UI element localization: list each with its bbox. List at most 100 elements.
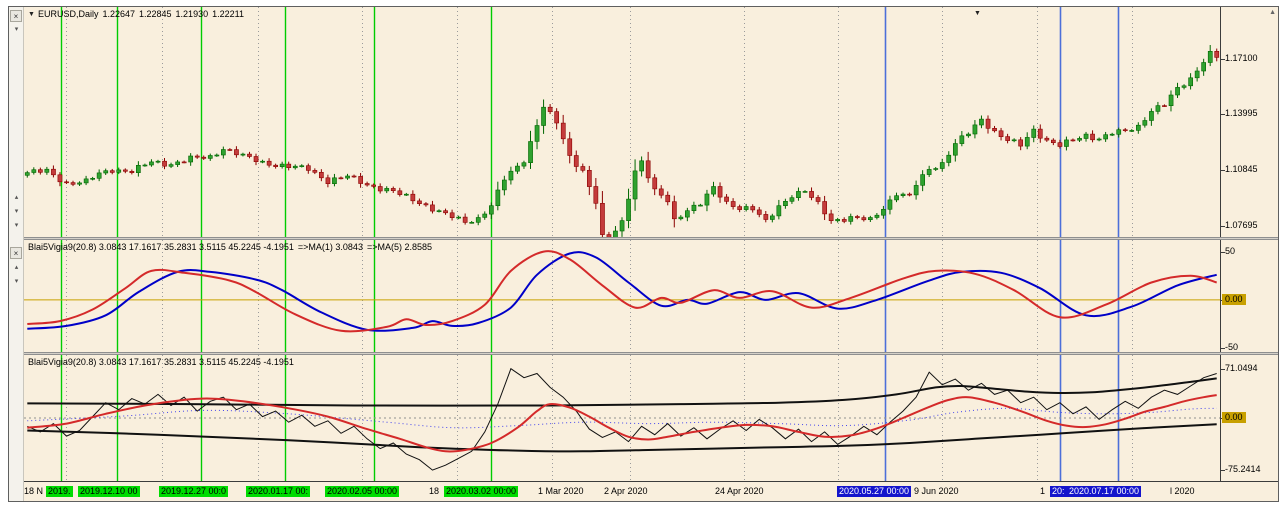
- candle-up: [1024, 137, 1030, 147]
- close-chart-button[interactable]: ×: [10, 10, 22, 22]
- time-marker-label-green: 2020.03.02 00:00: [444, 486, 519, 497]
- candle-up: [475, 217, 481, 223]
- candle-down: [109, 170, 115, 173]
- time-label: 18: [429, 486, 440, 496]
- candle-down: [64, 181, 69, 184]
- candle-up: [1011, 139, 1017, 142]
- candle-down: [410, 193, 416, 202]
- candle-down: [318, 172, 324, 179]
- candle-up: [1129, 130, 1135, 132]
- candle-up: [796, 191, 801, 198]
- candle-up: [972, 124, 978, 135]
- candle-down: [1037, 128, 1043, 139]
- candle-down: [227, 149, 233, 151]
- time-label: 18 N: [24, 486, 44, 496]
- candle-down: [312, 170, 318, 173]
- axis-scroll-up-icon[interactable]: ▲: [1269, 9, 1276, 16]
- candle-up: [920, 174, 925, 186]
- symbol-dropdown-icon[interactable]: ▼: [28, 11, 35, 18]
- candle-down: [351, 175, 357, 178]
- candle-down: [194, 155, 200, 158]
- candle-down: [1162, 105, 1167, 107]
- series-upper-band: [27, 377, 1217, 407]
- panel-separator[interactable]: [24, 352, 1278, 355]
- candle-up: [207, 155, 213, 159]
- candle-down: [1090, 133, 1095, 141]
- candle-up: [1207, 50, 1213, 63]
- candle-up: [136, 165, 141, 174]
- panel-separator[interactable]: [24, 237, 1278, 240]
- candle-down: [606, 234, 612, 237]
- series-lower-band: [27, 423, 1217, 453]
- close-indicator1-button[interactable]: ×: [10, 247, 22, 259]
- candle-up: [1077, 138, 1082, 141]
- axis-tick: [1221, 369, 1225, 370]
- candle-up: [345, 175, 350, 179]
- axis-label: 71.0494: [1225, 363, 1258, 373]
- price-axis[interactable]: ▲ 1.17100 1.13995 1.10845 1.07695: [1220, 7, 1278, 237]
- candle-up: [1155, 105, 1161, 112]
- candle-up: [260, 160, 265, 163]
- candle-down: [645, 160, 651, 179]
- candle-up: [175, 161, 181, 165]
- candle-down: [129, 171, 135, 174]
- candle-up: [149, 161, 154, 166]
- candle-up: [1096, 138, 1102, 141]
- candle-down: [338, 177, 344, 180]
- indicator1-plot[interactable]: Blai5Vigia9(20.8) 3.0843 17.1617 35.2831…: [24, 240, 1220, 352]
- candle-up: [501, 179, 507, 191]
- price-chart-plot[interactable]: ▼ EURUSD,Daily 1.22647 1.22845 1.21930 1.2221…: [24, 7, 1220, 237]
- scroll-down-icon[interactable]: ▾: [14, 208, 19, 215]
- candle-up: [933, 168, 939, 170]
- candle-down: [809, 191, 814, 198]
- indicator1-panel: Blai5Vigia9(20.8) 3.0843 17.1617 35.2831…: [24, 240, 1278, 352]
- candle-down: [593, 186, 599, 204]
- panel-dropdown-icon[interactable]: ▼: [974, 10, 981, 17]
- time-marker-label-green: 2019.: [46, 486, 73, 497]
- candle-up: [142, 164, 148, 167]
- candle-down: [390, 188, 396, 191]
- candle-up: [508, 170, 514, 181]
- candle-up: [626, 198, 631, 222]
- candle-down: [828, 213, 834, 221]
- candle-up: [789, 197, 795, 202]
- candle-up: [1136, 124, 1141, 131]
- candle-down: [70, 182, 76, 185]
- candle-up: [874, 214, 880, 218]
- time-axis[interactable]: 18 N 18 1 Mar 2020 2 Apr 2020 24 Apr 2020 9 J…: [24, 481, 1278, 501]
- indicator2-axis[interactable]: 71.0494 0.00 -75.2414: [1220, 355, 1278, 481]
- candle-down: [560, 122, 566, 140]
- candle-up: [116, 169, 122, 173]
- axis-tick: [1221, 114, 1225, 115]
- candle-up: [1142, 120, 1148, 126]
- candle-down: [358, 176, 364, 184]
- candle-down: [423, 203, 429, 206]
- collapse-chart-icon[interactable]: ▾: [14, 26, 19, 33]
- candle-up: [1181, 85, 1187, 88]
- indicator1-scroll-down-icon[interactable]: ▾: [14, 278, 19, 285]
- candle-down: [750, 206, 756, 211]
- indicator2-plot[interactable]: Blai5Vigia9(20.8) 3.0843 17.1617 35.2831…: [24, 355, 1220, 481]
- axis-tick: [1221, 59, 1225, 60]
- indicator1-axis[interactable]: 50 0.00 -50: [1220, 240, 1278, 352]
- candle-down: [305, 165, 311, 171]
- scroll-up-icon[interactable]: ▴: [14, 194, 19, 201]
- indicator1-ma5-label: =>MA(5) 2.8585: [366, 242, 432, 252]
- candle-up: [299, 165, 305, 167]
- scroll-down-icon-2[interactable]: ▾: [14, 222, 19, 229]
- candle-down: [1070, 139, 1076, 142]
- indicator1-scroll-up-icon[interactable]: ▴: [14, 264, 19, 271]
- candle-up: [521, 162, 527, 167]
- time-label: 9 Jun 2020: [914, 486, 959, 496]
- axis-label: 1.07695: [1225, 220, 1258, 230]
- candle-down: [417, 200, 422, 204]
- candle-up: [776, 205, 782, 217]
- candle-up: [1031, 128, 1037, 138]
- candle-up: [743, 206, 749, 210]
- time-marker-label-green: 2019.12.27 00:0: [159, 486, 229, 497]
- candle-up: [619, 220, 625, 232]
- candle-down: [580, 166, 586, 171]
- candle-up: [1194, 70, 1200, 79]
- candle-down: [841, 219, 847, 222]
- candle-down: [665, 194, 671, 203]
